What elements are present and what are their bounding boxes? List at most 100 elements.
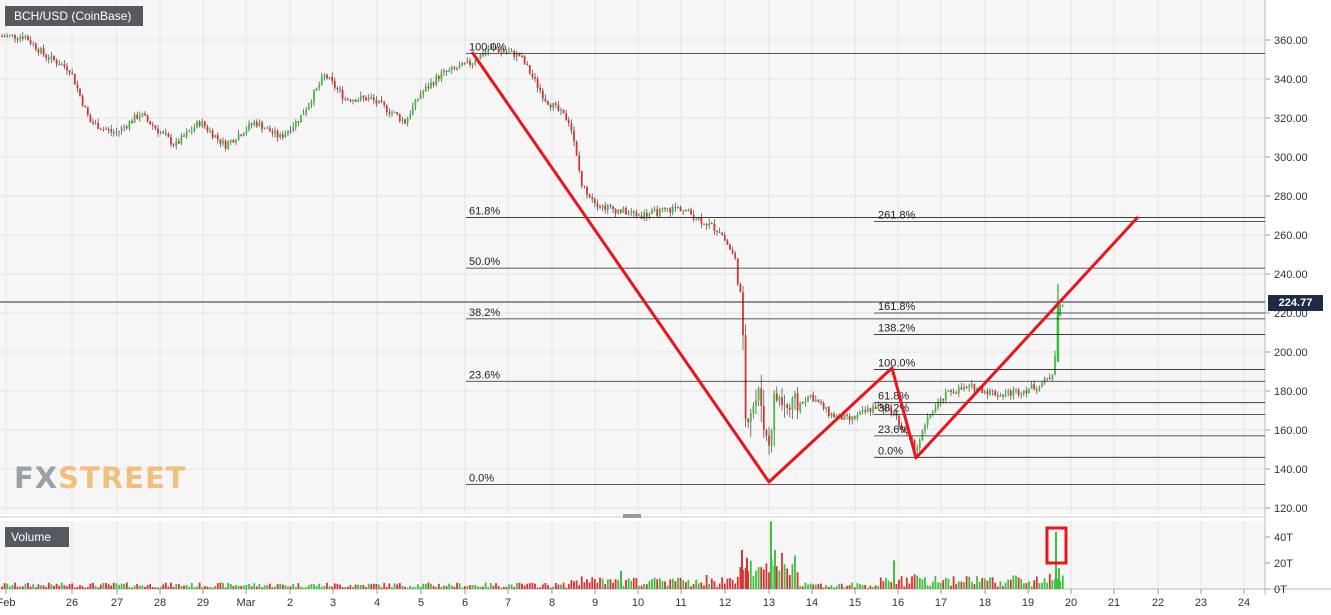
- volume-bar: [734, 583, 737, 589]
- volume-bar: [432, 585, 435, 589]
- candle-body: [463, 62, 466, 64]
- volume-y-tick-label: 0T: [1274, 584, 1287, 596]
- volume-bar: [331, 586, 334, 589]
- candle-body: [601, 205, 604, 208]
- x-tick-label: 17: [935, 597, 947, 609]
- volume-bar: [29, 586, 32, 589]
- volume-bar: [521, 583, 523, 589]
- volume-bar: [934, 576, 937, 589]
- volume-bar: [388, 583, 391, 589]
- volume-bar: [362, 584, 365, 589]
- candle-body: [232, 140, 235, 143]
- candle-body: [479, 54, 482, 60]
- candle-body: [989, 390, 991, 395]
- candle-body: [983, 391, 986, 393]
- candle-body: [1002, 395, 1004, 397]
- volume-bar: [180, 585, 183, 589]
- volume-bar: [801, 586, 804, 589]
- volume-bar: [422, 583, 425, 589]
- volume-bar: [812, 584, 815, 589]
- candle-body: [302, 113, 305, 116]
- candle-body: [318, 85, 321, 88]
- candle-body: [635, 212, 638, 216]
- candle-body: [892, 412, 895, 414]
- volume-bar: [612, 582, 614, 589]
- volume-bar: [146, 585, 149, 589]
- volume-bar: [214, 586, 217, 589]
- candle-body: [749, 413, 752, 423]
- volume-bar: [440, 587, 443, 589]
- volume-bar: [625, 580, 627, 589]
- candle-body: [674, 207, 677, 209]
- candle-body: [453, 67, 456, 69]
- volume-bar: [765, 563, 768, 589]
- candle-body: [393, 112, 396, 114]
- candle-body: [843, 414, 846, 420]
- volume-bar: [375, 584, 378, 589]
- volume-bar: [341, 587, 344, 589]
- volume-bar: [164, 582, 167, 589]
- x-tick-label: Feb: [0, 597, 15, 609]
- candle-body: [128, 121, 131, 128]
- candle-body: [235, 140, 237, 143]
- candle-body: [333, 80, 336, 88]
- candle-body: [396, 112, 399, 115]
- volume-bar: [774, 550, 776, 589]
- candle-body: [898, 415, 900, 426]
- candle-body: [887, 406, 890, 408]
- volume-bar: [1055, 531, 1057, 589]
- volume-bar: [359, 585, 362, 589]
- volume-bar: [224, 587, 227, 589]
- candle-body: [175, 140, 178, 146]
- volume-bar: [825, 584, 828, 589]
- candle-body: [853, 416, 856, 419]
- volume-bar: [942, 580, 945, 589]
- candle-body: [6, 35, 9, 37]
- volume-bar: [287, 586, 289, 589]
- volume-bar: [107, 584, 110, 589]
- volume-bar: [443, 585, 445, 589]
- candle-body: [1012, 390, 1015, 396]
- volume-bar: [656, 579, 659, 589]
- candle-body: [203, 121, 206, 127]
- volume-bar: [313, 584, 315, 589]
- volume-bar: [583, 582, 586, 589]
- volume-bar: [406, 587, 409, 589]
- candle-body: [417, 98, 419, 100]
- x-tick-label: 15: [849, 597, 861, 609]
- volume-bar: [89, 583, 92, 589]
- volume-bar: [866, 587, 869, 589]
- candle-body: [216, 135, 219, 140]
- panel-resize-handle[interactable]: [623, 514, 641, 518]
- candle-body: [14, 34, 16, 39]
- candle-body: [1020, 394, 1023, 396]
- volume-bar: [853, 587, 856, 589]
- volume-bar: [736, 576, 739, 589]
- volume-bar: [817, 584, 820, 589]
- candle-body: [8, 34, 11, 36]
- volume-bar: [1038, 583, 1041, 589]
- candle-body: [573, 130, 575, 142]
- x-tick-label: 7: [505, 597, 511, 609]
- volume-bar: [16, 586, 19, 589]
- volume-bar: [677, 577, 679, 589]
- x-axis: Feb26272829Mar23456789101112131415161718…: [0, 589, 1250, 609]
- volume-bar: [588, 582, 591, 589]
- volume-bar: [861, 585, 864, 589]
- volume-bar: [58, 585, 61, 589]
- y-tick-label: 340.00: [1274, 74, 1308, 86]
- volume-bar: [456, 582, 458, 589]
- candle-body: [562, 109, 565, 114]
- volume-bar: [872, 586, 874, 589]
- candle-body: [947, 390, 950, 393]
- volume-bar: [40, 585, 42, 589]
- volume-bar: [921, 579, 924, 589]
- candle-body: [344, 98, 347, 100]
- candle-body: [744, 335, 747, 419]
- candle-body: [86, 106, 89, 116]
- volume-bar: [34, 587, 37, 589]
- volume-bar: [349, 585, 352, 589]
- candle-body: [149, 120, 152, 125]
- volume-bar: [370, 584, 373, 589]
- volume-bar: [450, 585, 453, 589]
